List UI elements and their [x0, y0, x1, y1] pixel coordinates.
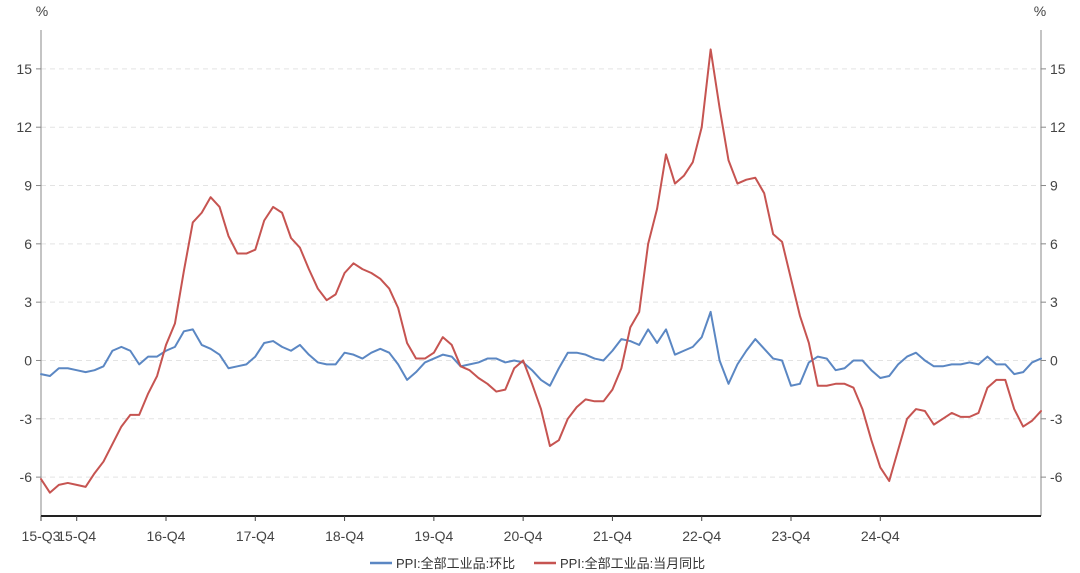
- left-y-tick-label: 9: [24, 178, 32, 194]
- right-axis-unit: %: [1034, 3, 1046, 19]
- x-tick-label: 24-Q4: [861, 528, 900, 544]
- legend-label-2: PPI:全部工业品:当月同比: [560, 556, 705, 571]
- x-tick-label: 17-Q4: [236, 528, 275, 544]
- left-y-tick-label: 6: [24, 236, 32, 252]
- x-tick-label: 19-Q4: [414, 528, 453, 544]
- x-tick-label: 22-Q4: [682, 528, 721, 544]
- x-tick-label: 18-Q4: [325, 528, 364, 544]
- series-line-2: [40, 48, 1042, 494]
- right-y-tick-label: 3: [1050, 294, 1058, 310]
- x-tick-label: 21-Q4: [593, 528, 632, 544]
- left-axis-unit: %: [36, 3, 48, 19]
- left-y-tick-label: -3: [20, 411, 33, 427]
- x-tick-label: 15-Q4: [57, 528, 96, 544]
- series-lines: [40, 48, 1042, 494]
- left-y-tick-label: 12: [16, 119, 32, 135]
- legend-label-1: PPI:全部工业品:环比: [396, 556, 515, 571]
- legend: PPI:全部工业品:环比 PPI:全部工业品:当月同比: [370, 556, 705, 571]
- series-line-1: [40, 310, 1042, 387]
- x-tick-label: 16-Q4: [147, 528, 186, 544]
- left-y-tick-label: 3: [24, 294, 32, 310]
- x-tick-label: 15-Q3: [22, 528, 61, 544]
- grid-lines: [41, 68, 1041, 478]
- right-y-tick-label: 0: [1050, 352, 1058, 368]
- left-y-tick-label: -6: [20, 469, 33, 485]
- x-tick-label: 20-Q4: [504, 528, 543, 544]
- right-y-tick-label: -6: [1050, 469, 1063, 485]
- right-y-tick-label: 15: [1050, 61, 1066, 77]
- right-y-tick-label: 9: [1050, 178, 1058, 194]
- x-tick-label: 23-Q4: [772, 528, 811, 544]
- left-y-tick-label: 15: [16, 61, 32, 77]
- left-y-tick-label: 0: [24, 352, 32, 368]
- right-y-tick-label: 6: [1050, 236, 1058, 252]
- right-y-tick-label: -3: [1050, 411, 1063, 427]
- right-y-tick-label: 12: [1050, 119, 1066, 135]
